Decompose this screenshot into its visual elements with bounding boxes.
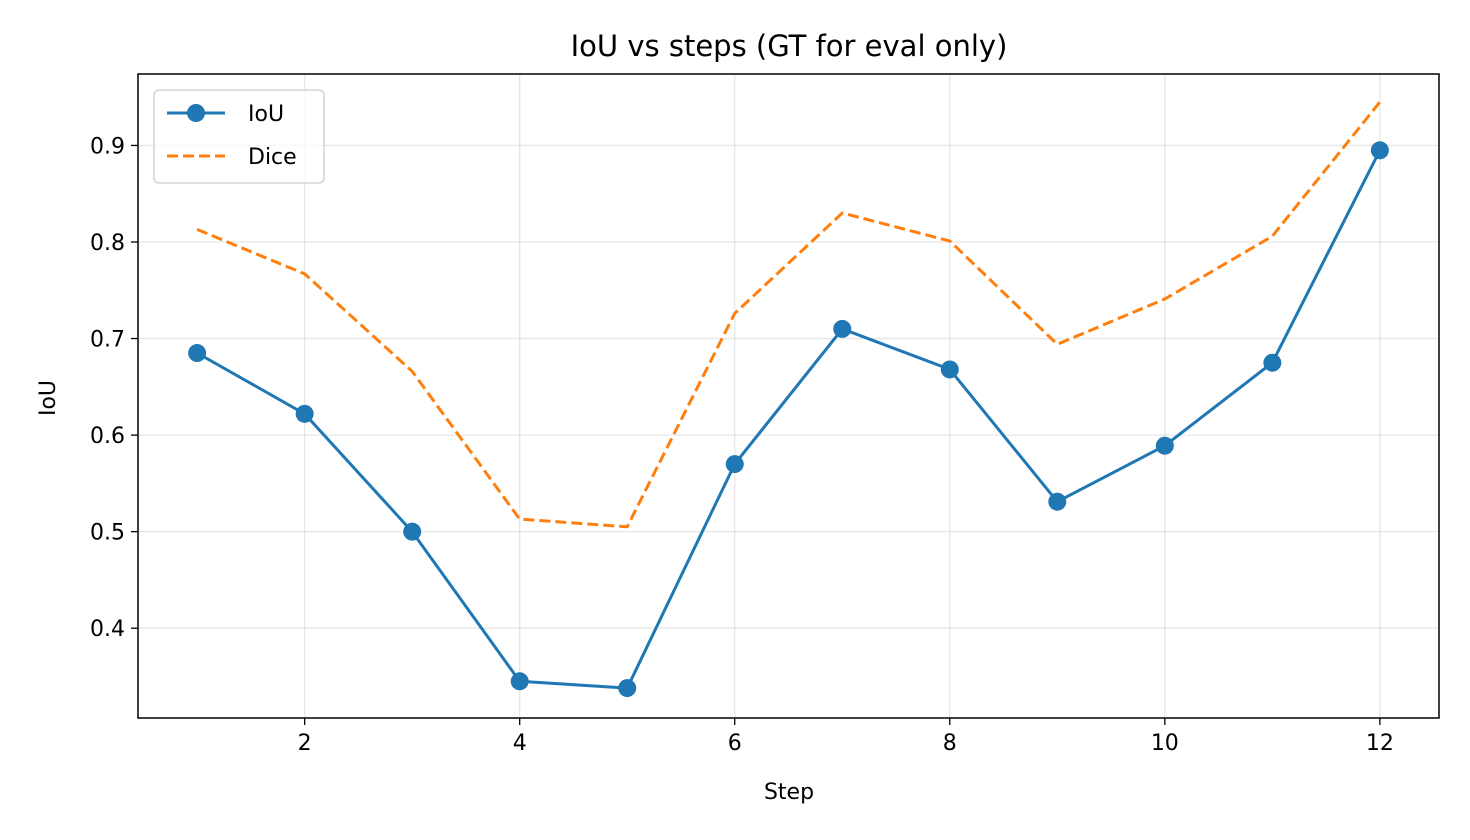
y-tick-label: 0.6 bbox=[90, 424, 125, 449]
iou-point bbox=[725, 455, 744, 474]
y-tick-label: 0.5 bbox=[90, 521, 125, 546]
y-axis-label: IoU bbox=[36, 380, 61, 416]
iou-point bbox=[833, 319, 852, 338]
iou-point bbox=[1155, 436, 1174, 455]
iou-point bbox=[940, 360, 959, 379]
iou-point bbox=[510, 672, 529, 691]
x-tick-label: 4 bbox=[513, 731, 527, 756]
dice-series-line bbox=[196, 101, 1382, 529]
legend-box bbox=[153, 89, 325, 184]
x-tick-label: 6 bbox=[728, 731, 742, 756]
iou-point bbox=[618, 679, 637, 698]
x-tick-label: 10 bbox=[1151, 731, 1179, 756]
ticks: 2 4 6 8 10 12 0.4 0.5 0.6 0.7 0.8 0.9 bbox=[90, 134, 1394, 756]
legend: IoU Dice bbox=[153, 89, 325, 184]
x-tick-label: 2 bbox=[298, 731, 312, 756]
x-axis-label: Step bbox=[764, 780, 814, 805]
iou-point bbox=[403, 522, 422, 541]
y-tick-label: 0.9 bbox=[90, 134, 125, 159]
legend-label-iou: IoU bbox=[248, 102, 284, 127]
iou-point bbox=[1048, 492, 1067, 511]
legend-label-dice: Dice bbox=[248, 145, 297, 170]
x-tick-label: 12 bbox=[1366, 731, 1394, 756]
legend-marker-iou bbox=[187, 104, 205, 122]
grid bbox=[138, 74, 1439, 718]
iou-point bbox=[295, 404, 314, 423]
iou-series-line bbox=[196, 149, 1382, 690]
y-tick-label: 0.4 bbox=[90, 617, 125, 642]
iou-point bbox=[1263, 353, 1282, 372]
chart-title: IoU vs steps (GT for eval only) bbox=[571, 29, 1008, 63]
iou-point bbox=[1370, 141, 1389, 160]
plot-frame bbox=[137, 73, 1440, 719]
y-tick-label: 0.8 bbox=[90, 231, 125, 256]
y-tick-label: 0.7 bbox=[90, 328, 125, 353]
iou-point bbox=[188, 344, 207, 363]
series-layer bbox=[188, 101, 1389, 698]
x-tick-label: 8 bbox=[943, 731, 957, 756]
